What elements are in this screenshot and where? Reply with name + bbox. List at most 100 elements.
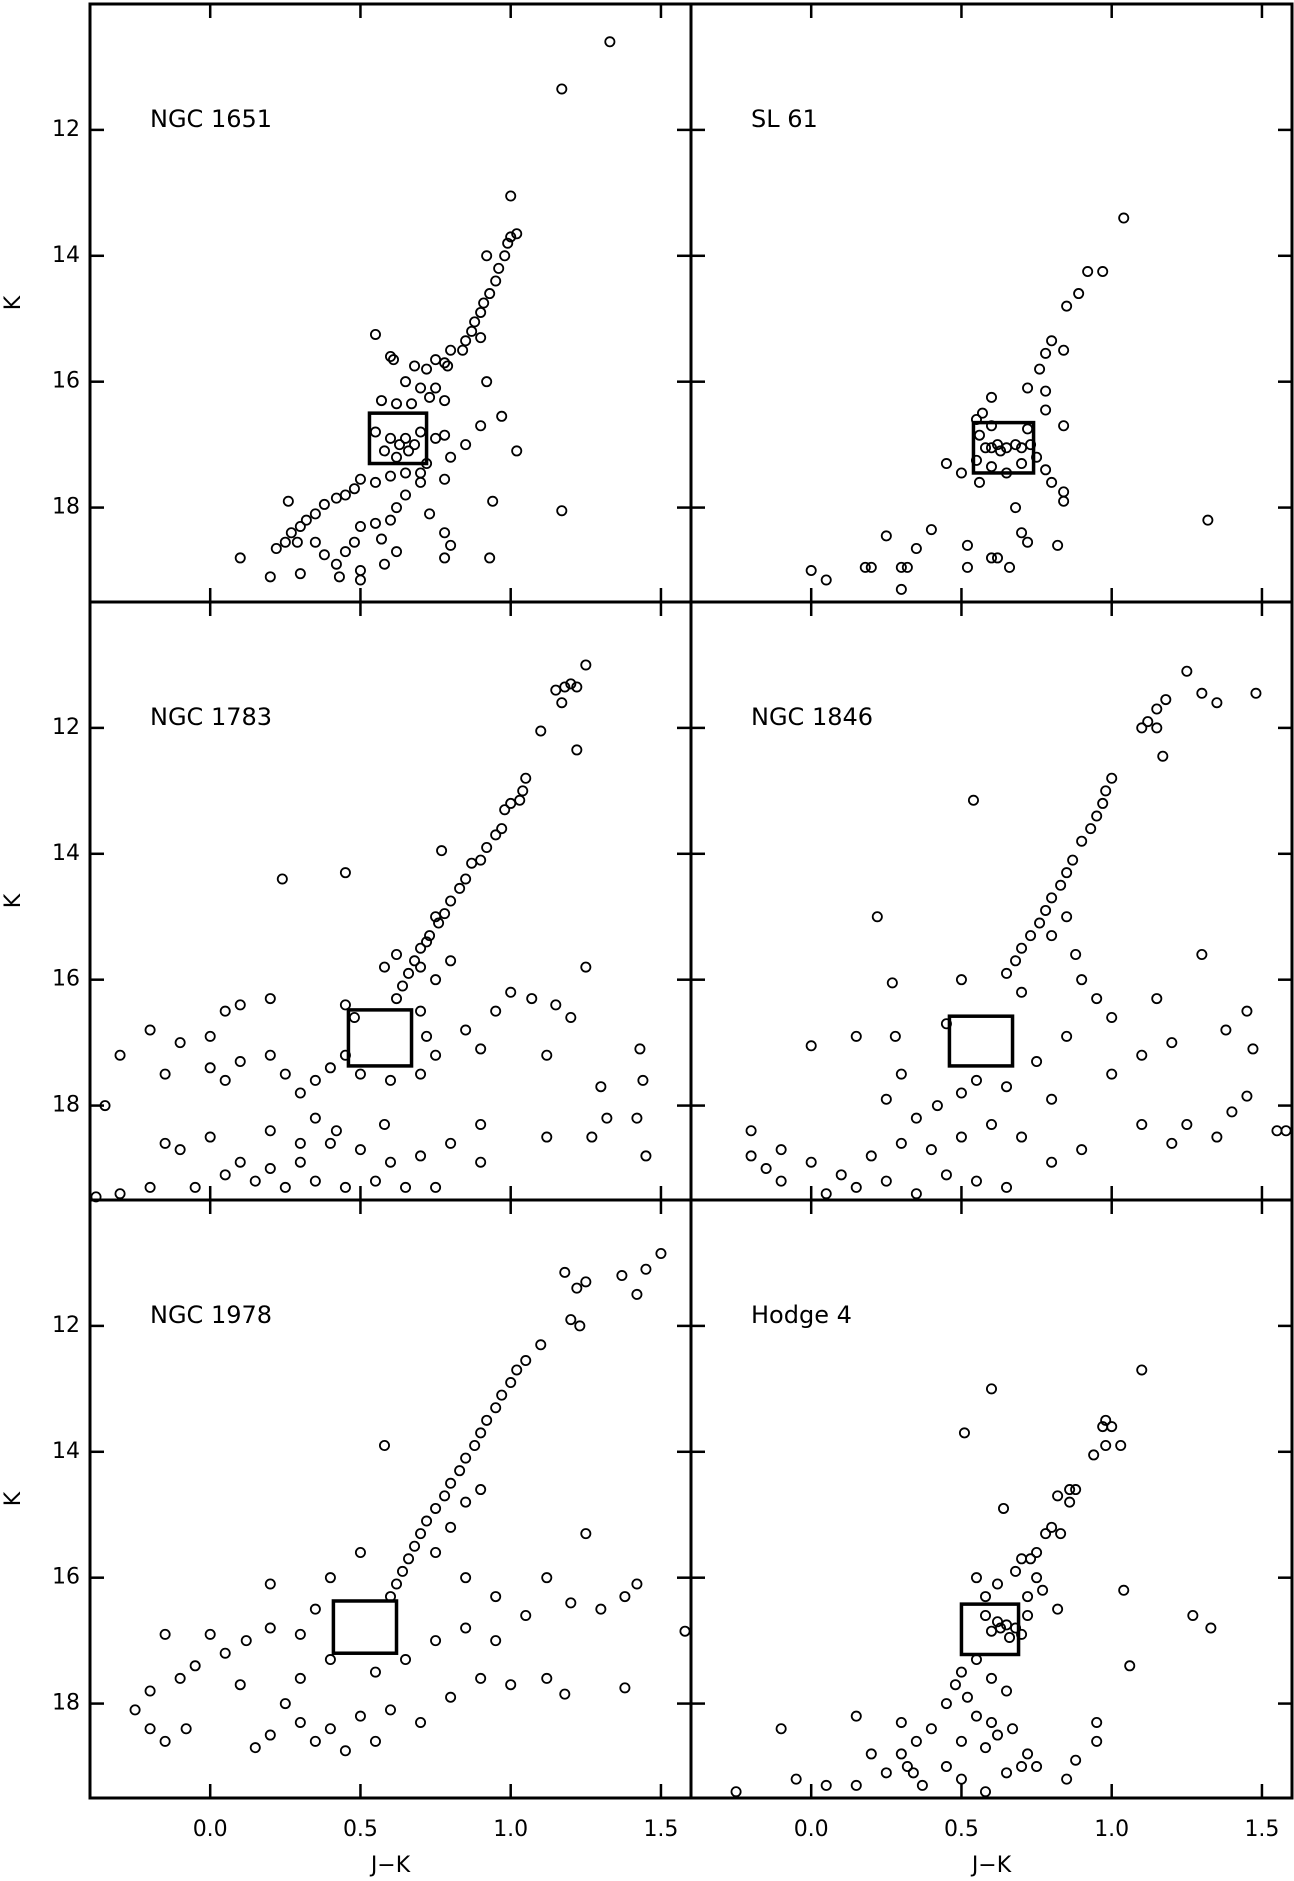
- data-point: [445, 1477, 457, 1489]
- data-point: [1055, 1528, 1067, 1540]
- data-point: [1067, 854, 1079, 866]
- data-point: [1022, 1591, 1034, 1603]
- data-point: [415, 426, 427, 438]
- data-point: [637, 1074, 649, 1086]
- panel-title: NGC 1651: [150, 105, 272, 133]
- data-point: [279, 536, 291, 548]
- data-point: [384, 351, 396, 363]
- data-point: [460, 873, 472, 885]
- panel-title: NGC 1978: [150, 1301, 272, 1329]
- data-point: [174, 1672, 186, 1684]
- data-point: [1061, 1773, 1073, 1785]
- data-point: [541, 1572, 553, 1584]
- data-point: [442, 360, 454, 372]
- data-point: [460, 335, 472, 347]
- data-point: [264, 571, 276, 583]
- data-point: [129, 1704, 141, 1716]
- data-point: [1220, 1024, 1232, 1036]
- data-point: [1046, 930, 1058, 942]
- data-point: [514, 794, 526, 806]
- data-point: [1115, 1439, 1127, 1451]
- y-tick-label: 12: [52, 715, 80, 740]
- data-point: [619, 1591, 631, 1603]
- data-point: [391, 949, 403, 961]
- data-point: [424, 391, 436, 403]
- data-point: [1016, 1761, 1028, 1773]
- data-point: [631, 1112, 643, 1124]
- data-point: [415, 961, 427, 973]
- data-point: [460, 1496, 472, 1508]
- data-point: [204, 1628, 216, 1640]
- data-point: [1100, 1439, 1112, 1451]
- data-point: [475, 332, 487, 344]
- data-point: [189, 1181, 201, 1193]
- data-point: [559, 1688, 571, 1700]
- data-point: [986, 1672, 998, 1684]
- data-point: [517, 785, 529, 797]
- data-point: [979, 1786, 991, 1798]
- data-point: [1058, 420, 1070, 432]
- data-point: [460, 1024, 472, 1036]
- data-point: [520, 1609, 532, 1621]
- data-point: [1205, 1622, 1217, 1634]
- data-point: [955, 974, 967, 986]
- data-point: [144, 1024, 156, 1036]
- data-point: [490, 1591, 502, 1603]
- data-point: [421, 1515, 433, 1527]
- data-point: [240, 1635, 252, 1647]
- data-point: [1085, 823, 1097, 835]
- x-tick-label: 0.5: [944, 1817, 979, 1842]
- data-point: [439, 908, 451, 920]
- data-point: [910, 1112, 922, 1124]
- data-point: [324, 1723, 336, 1735]
- x-tick-label: 0.5: [343, 1817, 378, 1842]
- x-tick-label: 1.5: [643, 1817, 678, 1842]
- data-point: [986, 461, 998, 473]
- data-point: [294, 568, 306, 580]
- data-point: [493, 262, 505, 274]
- data-point: [505, 986, 517, 998]
- data-point: [375, 395, 387, 407]
- data-point: [484, 288, 496, 300]
- data-point: [1016, 527, 1028, 539]
- data-point: [439, 552, 451, 564]
- data-point: [1061, 300, 1073, 312]
- data-point: [505, 190, 517, 202]
- data-point: [484, 552, 496, 564]
- data-point: [403, 445, 415, 457]
- panel-title: SL 61: [751, 105, 818, 133]
- data-point: [378, 558, 390, 570]
- y-tick-label: 16: [52, 967, 80, 992]
- data-point: [445, 1521, 457, 1533]
- data-point: [1022, 1609, 1034, 1621]
- data-point: [499, 250, 511, 262]
- data-point: [397, 1565, 409, 1577]
- y-axis-label: K: [1, 893, 26, 908]
- data-point: [1181, 1118, 1193, 1130]
- data-point: [318, 549, 330, 561]
- data-point: [1022, 423, 1034, 435]
- data-point: [1136, 1049, 1148, 1061]
- data-point: [348, 483, 360, 495]
- data-point: [481, 841, 493, 853]
- data-point: [505, 1679, 517, 1691]
- data-point: [1106, 1011, 1118, 1023]
- data-point: [970, 1175, 982, 1187]
- data-point: [460, 1622, 472, 1634]
- data-point: [264, 1729, 276, 1741]
- data-point: [333, 571, 345, 583]
- data-point: [339, 1745, 351, 1757]
- data-point: [415, 1150, 427, 1162]
- data-point: [348, 536, 360, 548]
- data-point: [505, 797, 517, 809]
- data-point: [961, 1691, 973, 1703]
- data-point: [1202, 514, 1214, 526]
- data-point: [745, 1125, 757, 1137]
- data-point: [415, 1068, 427, 1080]
- data-point: [940, 1169, 952, 1181]
- data-point: [1046, 892, 1058, 904]
- data-point: [1091, 810, 1103, 822]
- data-point: [397, 980, 409, 992]
- data-point: [986, 1716, 998, 1728]
- data-point: [1046, 1156, 1058, 1168]
